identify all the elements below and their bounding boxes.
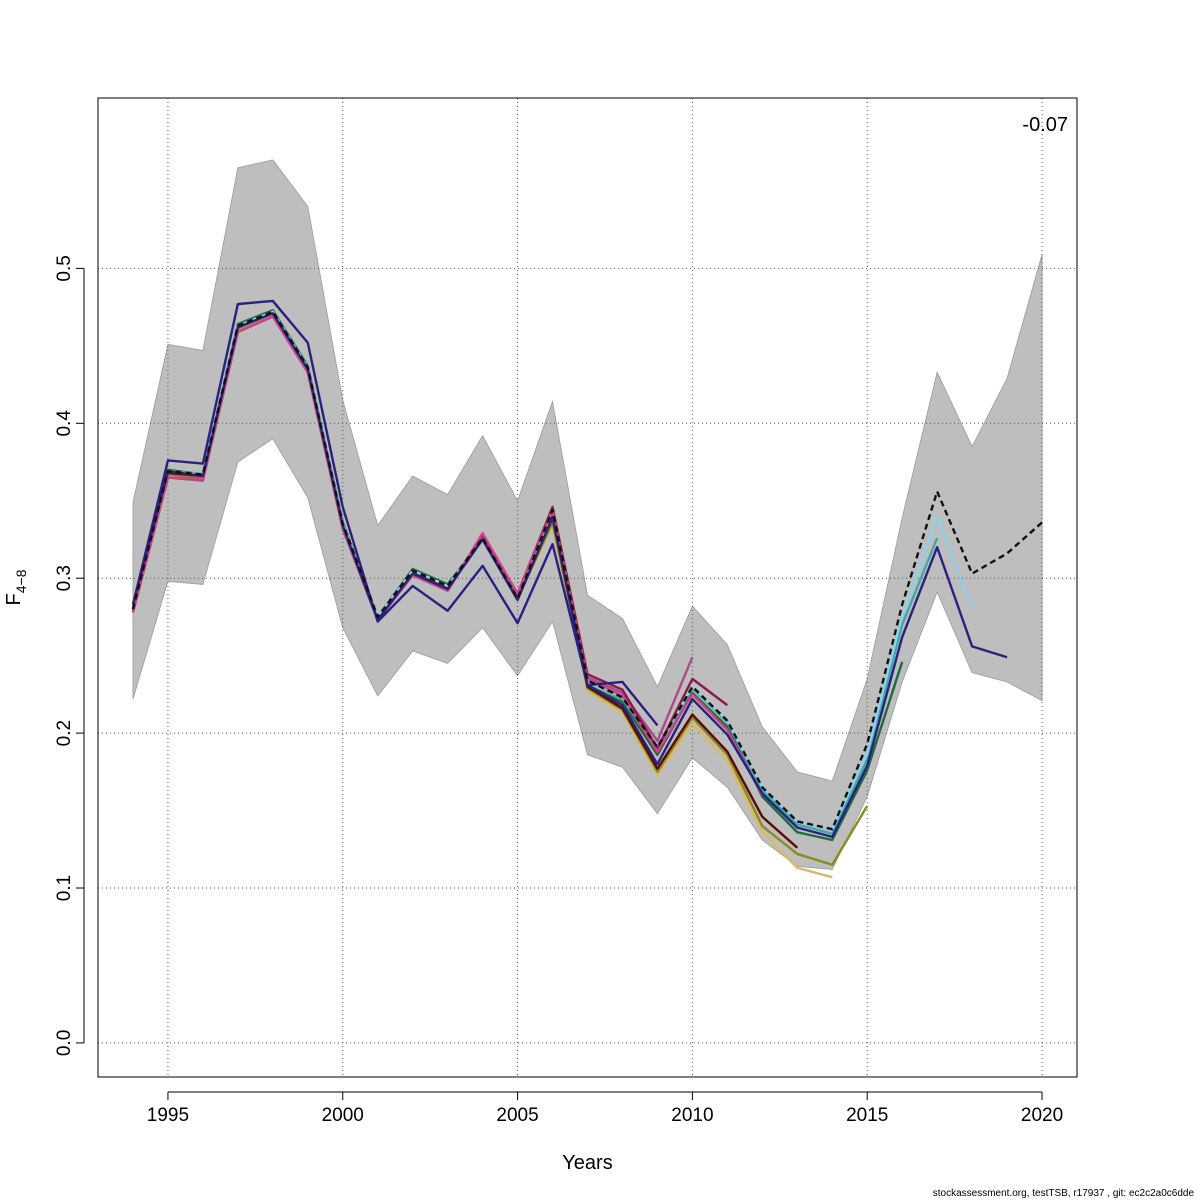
confidence-band-layer: [132, 159, 1043, 870]
x-tick-label: 2015: [846, 1105, 888, 1126]
y-tick-label: 0.1: [54, 875, 75, 901]
y-axis-title-subscript: 4−8: [13, 569, 29, 593]
y-tick-label: 0.3: [54, 565, 75, 591]
y-tick-label: 0.4: [54, 410, 75, 437]
x-axis-title: Years: [562, 1152, 612, 1174]
footer-credit: stockassessment.org, testTSB, r17937 , g…: [933, 1188, 1195, 1199]
y-axis-title: F4−8: [3, 569, 29, 605]
x-tick-label: 2000: [322, 1105, 364, 1126]
series-line-10: [131, 299, 659, 727]
y-axis: 0.0 0.1 0.2 0.3 0.4 0.5: [54, 255, 85, 1056]
x-tick-label: 2005: [496, 1105, 538, 1126]
x-tick-label: 2010: [671, 1105, 713, 1126]
series-layer: [131, 299, 1043, 879]
y-tick-label: 0.5: [54, 255, 75, 281]
rho-annotation: -0.07: [1022, 114, 1068, 136]
x-tick-label: 1995: [147, 1105, 189, 1126]
x-axis: 1995 2000 2005 2010 2015 2020: [147, 1091, 1063, 1126]
x-tick-label: 2020: [1021, 1105, 1063, 1126]
confidence-band: [132, 159, 1043, 870]
y-axis-title-main: F: [3, 593, 25, 605]
y-tick-label: 0.0: [54, 1030, 75, 1056]
plot-frame: [97, 97, 1078, 1078]
y-tick-label: 0.2: [54, 720, 75, 746]
series-line-12: [131, 310, 1043, 831]
